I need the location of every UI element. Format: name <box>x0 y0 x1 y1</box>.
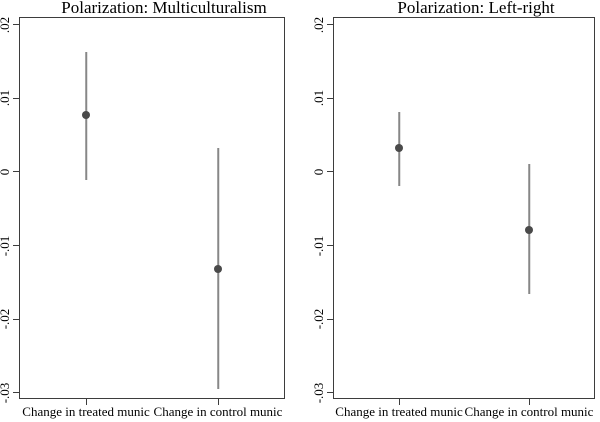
point-estimate-marker <box>525 226 533 235</box>
y-tick-mark <box>327 24 334 26</box>
x-tick-mark <box>398 398 400 405</box>
panel-left-right: Polarization: Left-right .02 .01 0 -.01 -.02… <box>311 0 595 419</box>
y-tick-mark <box>13 97 20 99</box>
y-tick-label: -.03 <box>0 382 12 404</box>
y-tick-mark <box>13 392 20 394</box>
y-tick-label: 0 <box>311 168 326 176</box>
point-estimate-marker <box>395 143 403 152</box>
y-tick-label: -.02 <box>0 308 12 330</box>
y-tick-mark <box>327 245 334 247</box>
plot-area-left-right: .02 .01 0 -.01 -.02 -.03 Change in treated mun… <box>311 17 595 419</box>
point-estimate-marker <box>214 265 222 274</box>
y-tick-mark <box>13 171 20 173</box>
panel-title-left-right: Polarization: Left-right <box>397 0 555 17</box>
y-tick-label: -.01 <box>311 235 326 256</box>
x-tick-mark <box>217 398 219 405</box>
y-tick-label: .02 <box>311 16 326 33</box>
panel-title-multiculturalism: Polarization: Multiculturalism <box>61 0 267 17</box>
x-tick-mark <box>528 398 530 405</box>
y-tick-label: .02 <box>0 16 12 33</box>
y-tick-mark <box>13 245 20 247</box>
panel-multiculturalism: Polarization: Multiculturalism .02 .01 0 -.… <box>0 0 285 419</box>
x-category-label: Change in control munic <box>153 404 283 419</box>
plot-area-multiculturalism: .02 .01 0 -.01 -.02 -.03 Change in treated mun… <box>0 17 285 419</box>
point-estimate-marker <box>82 111 90 120</box>
y-tick-mark <box>327 318 334 320</box>
x-category-label: Change in control munic <box>464 404 594 419</box>
y-tick-label: .01 <box>311 90 326 107</box>
y-tick-label: .01 <box>0 90 12 107</box>
y-tick-label: -.01 <box>0 235 12 256</box>
x-category-label: Change in treated munic <box>335 404 463 419</box>
x-tick-mark <box>85 398 87 405</box>
y-tick-mark <box>327 171 334 173</box>
y-tick-label: -.02 <box>311 308 326 330</box>
y-tick-mark <box>327 392 334 394</box>
y-tick-mark <box>327 97 334 99</box>
x-category-label: Change in treated munic <box>22 404 150 419</box>
y-tick-mark <box>13 318 20 320</box>
y-tick-label: -.03 <box>311 382 326 404</box>
y-tick-label: 0 <box>0 169 13 176</box>
y-tick-mark <box>13 24 20 26</box>
